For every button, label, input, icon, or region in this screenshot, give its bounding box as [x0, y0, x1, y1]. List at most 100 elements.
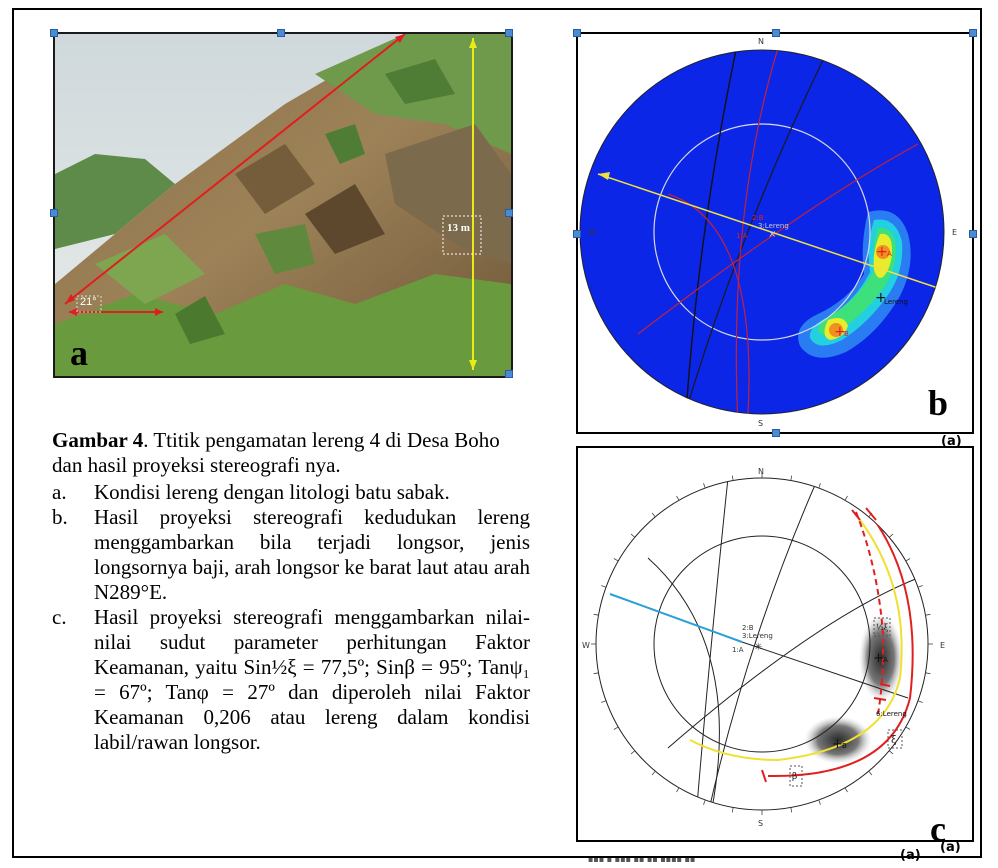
pole-a-cross: +	[876, 244, 888, 260]
degree-tick	[613, 558, 619, 562]
degree-tick	[651, 512, 656, 518]
caption-item-label: c.	[52, 605, 67, 629]
west-label: W	[588, 228, 596, 237]
degree-tick	[917, 700, 923, 703]
degree-tick	[676, 495, 680, 501]
degree-tick	[613, 726, 619, 730]
slope-plane-label: 3:Lereng	[742, 632, 773, 640]
caption-title-rest: . Ttitik pengamatan lereng 4 di Desa Boh…	[52, 428, 500, 477]
panel-c-bottom-note: (a)	[900, 848, 921, 863]
slope-angle-label: 21°	[80, 296, 97, 308]
caption-item-label: a.	[52, 480, 67, 504]
resize-handle[interactable]	[505, 209, 513, 217]
pole-slope-label: Lereng	[884, 298, 908, 306]
panel-c-letter: c	[930, 809, 946, 849]
center-mark: ×	[768, 229, 776, 240]
degree-tick	[601, 585, 607, 588]
degree-tick	[917, 585, 923, 588]
pole-b-label: B	[844, 330, 849, 338]
degree-tick	[925, 613, 931, 616]
degree-tick	[731, 807, 734, 813]
north-label: N	[758, 37, 764, 46]
slope-plane-label: 3:Lereng	[758, 222, 789, 230]
degree-tick	[790, 475, 793, 481]
panel-c-note: (a)	[940, 840, 961, 855]
resize-handle[interactable]	[772, 429, 780, 437]
set-b-label: 2:B	[752, 214, 764, 222]
degree-tick	[818, 799, 821, 805]
resize-handle[interactable]	[573, 230, 581, 238]
degree-tick	[844, 495, 848, 501]
caption-item-text: Kondisi lereng dengan litologi batu saba…	[94, 480, 450, 504]
degree-tick	[905, 558, 911, 562]
degree-tick	[593, 613, 599, 616]
slope-photo: 21° 13 m	[53, 32, 513, 378]
resize-handle[interactable]	[50, 209, 58, 217]
stereonet-contour-panel: N S E W 1:A 2:B 3:Lereng × + A + B + Ler…	[576, 32, 974, 434]
pole-a-cross: +	[873, 651, 884, 666]
degree-tick	[844, 787, 848, 793]
pole-slope-cross: +	[875, 290, 887, 306]
degree-tick	[601, 700, 607, 703]
resize-handle[interactable]	[505, 29, 513, 37]
caption-list: a. Kondisi lereng dengan litologi batu s…	[52, 480, 530, 755]
degree-tick	[790, 807, 793, 813]
panel-b-letter: b	[928, 383, 949, 423]
set-a-label: 1:A	[732, 646, 744, 654]
degree-tick	[630, 533, 636, 538]
caption-item-a: a. Kondisi lereng dengan litologi batu s…	[52, 480, 530, 505]
set-a-label: 1:A	[736, 232, 748, 240]
panel-b-note: (a)	[941, 434, 962, 449]
pole-a-label: A	[887, 250, 892, 258]
degree-tick	[703, 799, 706, 805]
resize-handle[interactable]	[969, 29, 977, 37]
half-xi-label: ½ξ	[876, 623, 889, 632]
resize-handle[interactable]	[50, 29, 58, 37]
degree-tick	[593, 672, 599, 675]
caption-item-text: Hasil proyeksi stereografi menggambarkan…	[94, 605, 530, 754]
pole-a-label: A	[883, 656, 888, 664]
degree-ticks	[591, 473, 933, 815]
degree-tick	[651, 770, 656, 776]
pole-b-cross: +	[832, 737, 843, 752]
resize-handle[interactable]	[573, 29, 581, 37]
xi-label: ξ	[891, 735, 897, 746]
panel-c-footer-scribble: ▪▪▪ ▪ ▪▪▪ ▪▪ ▪▪ ▪▪▪▪ ▪▪	[588, 855, 696, 864]
degree-tick	[676, 787, 680, 793]
pole-slope-label: 6:Lereng	[876, 710, 907, 718]
pole-b-label: B	[842, 742, 847, 750]
resize-handle[interactable]	[505, 370, 513, 378]
east-label: E	[940, 641, 945, 650]
caption-title: Gambar 4. Ttitik pengamatan lereng 4 di …	[52, 428, 530, 478]
beta-label: β	[792, 772, 797, 782]
caption-title-bold: Gambar 4	[52, 428, 144, 452]
degree-tick	[888, 750, 894, 755]
set-b-label: 2:B	[742, 624, 754, 632]
degree-tick	[925, 672, 931, 675]
degree-tick	[888, 533, 894, 538]
degree-tick	[818, 483, 821, 489]
degree-tick	[905, 726, 911, 730]
pole-b-cross: +	[834, 324, 846, 340]
north-label: N	[758, 467, 764, 476]
degree-tick	[703, 483, 706, 489]
west-label: W	[582, 641, 590, 650]
caption-item-c: c. Hasil proyeksi stereografi menggambar…	[52, 605, 530, 755]
caption-item-text: Hasil proyeksi stereografi kedudukan ler…	[94, 505, 530, 604]
south-label: S	[758, 819, 763, 828]
slope-height-label: 13 m	[447, 222, 470, 234]
resize-handle[interactable]	[277, 29, 285, 37]
degree-tick	[868, 770, 873, 776]
caption-item-label: b.	[52, 505, 68, 529]
degree-tick	[731, 475, 734, 481]
stereonet-factor-panel: N S E W 1:A 2:B 3:Lereng ✳ + A + B 6:Ler…	[576, 446, 974, 842]
figure-frame	[12, 8, 982, 858]
south-label: S	[758, 419, 763, 428]
degree-tick	[630, 750, 636, 755]
figure-caption: Gambar 4. Ttitik pengamatan lereng 4 di …	[52, 428, 530, 755]
panel-a-letter: a	[70, 333, 88, 373]
resize-handle[interactable]	[969, 230, 977, 238]
center-mark: ✳	[754, 642, 762, 653]
resize-handle[interactable]	[772, 29, 780, 37]
caption-item-b: b. Hasil proyeksi stereografi kedudukan …	[52, 505, 530, 605]
